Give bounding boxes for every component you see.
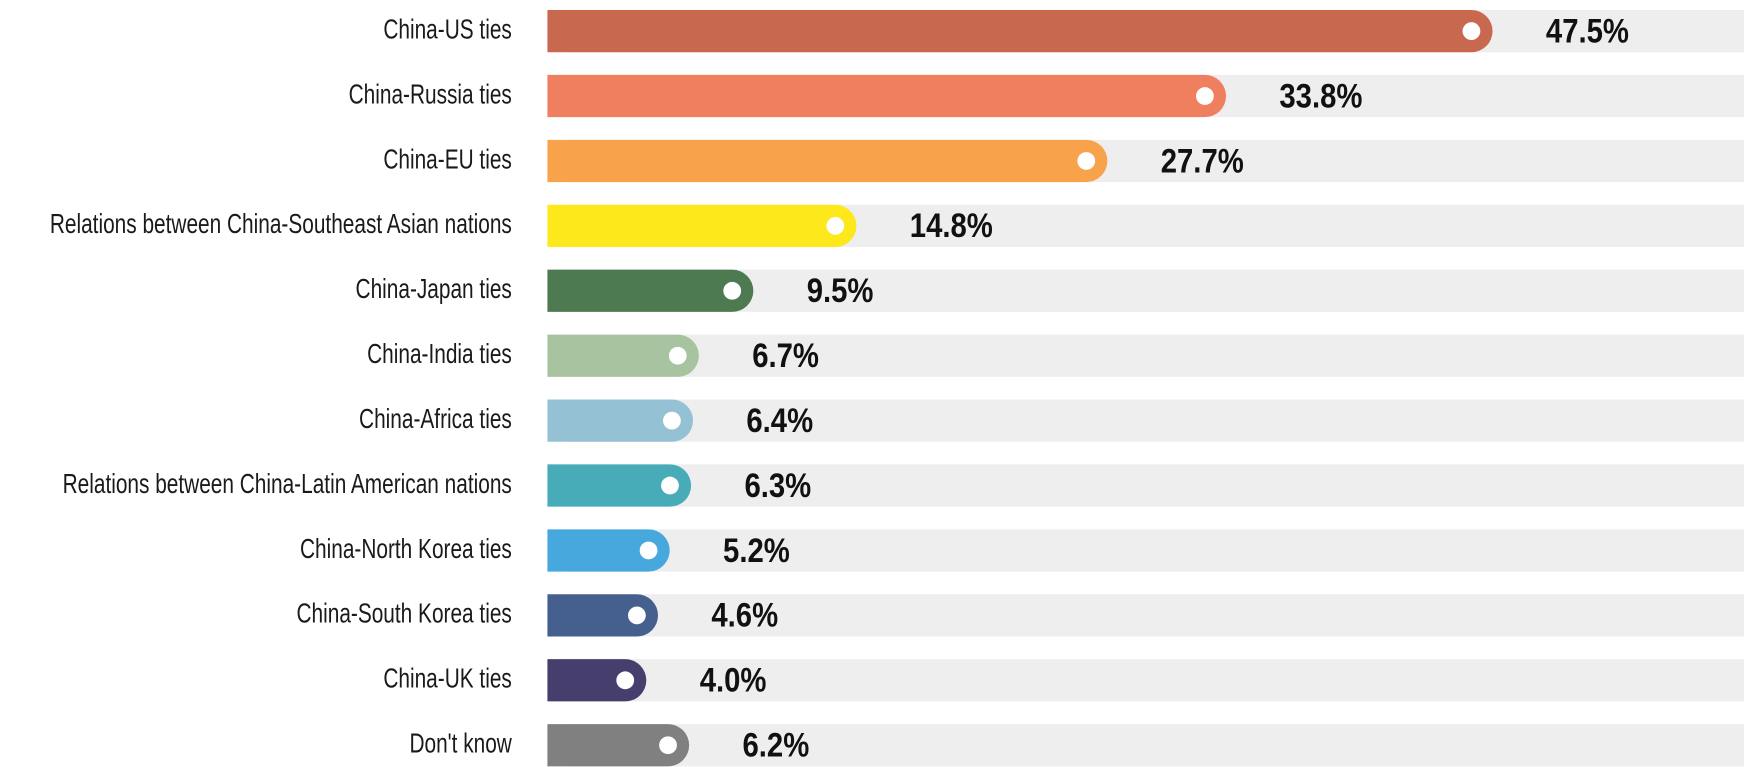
- bar-end-dot: [663, 411, 681, 430]
- bar-track: [547, 659, 1744, 702]
- value-label: 6.3%: [744, 466, 811, 505]
- category-label: China-UK ties: [383, 664, 511, 695]
- bar-end-dot: [616, 671, 635, 690]
- value-label: 4.0%: [700, 660, 767, 699]
- bar-end-dot: [1196, 87, 1214, 105]
- category-label: Don't know: [409, 729, 512, 760]
- value-label-group: 33.8%: [1279, 76, 1362, 115]
- bar: [547, 724, 690, 767]
- value-label-group: 4.6%: [711, 595, 778, 634]
- category-label-group: China-Russia ties: [349, 80, 512, 111]
- value-label: 9.5%: [807, 271, 874, 310]
- category-label-group: China-Africa ties: [359, 404, 512, 435]
- bar: [547, 464, 692, 507]
- bar-end-dot: [723, 281, 742, 300]
- bar: [547, 529, 670, 572]
- bar: [547, 594, 659, 637]
- bar-track: [547, 529, 1744, 572]
- value-label-group: 4.0%: [700, 660, 767, 699]
- bar-track: [547, 724, 1744, 767]
- category-label: China-Japan ties: [356, 274, 512, 305]
- value-label-group: 6.7%: [752, 336, 819, 375]
- bar-end-dot: [1077, 152, 1096, 170]
- category-label: China-Africa ties: [359, 404, 512, 435]
- bar-track: [547, 269, 1744, 312]
- bar: [547, 659, 647, 702]
- value-label: 4.6%: [711, 595, 778, 634]
- category-label-group: Relations between China-Latin American n…: [63, 469, 512, 500]
- bar-track: [547, 399, 1744, 442]
- bar-track: [547, 334, 1744, 377]
- category-label-group: Relations between China-Southeast Asian …: [50, 209, 512, 240]
- category-label: China-South Korea ties: [296, 599, 511, 630]
- value-label-group: 6.4%: [746, 401, 813, 440]
- value-label-group: 47.5%: [1546, 11, 1629, 50]
- category-label: China-India ties: [367, 339, 512, 370]
- value-label: 6.4%: [746, 401, 813, 440]
- bar-end-dot: [628, 606, 646, 625]
- value-label-group: 14.8%: [910, 206, 993, 245]
- bar: [547, 334, 699, 377]
- category-label-group: China-UK ties: [383, 664, 511, 695]
- bar-track: [547, 464, 1744, 507]
- category-label-group: China-US ties: [383, 15, 511, 46]
- value-label-group: 27.7%: [1161, 141, 1244, 180]
- value-label-group: 5.2%: [723, 531, 790, 570]
- bar-end-dot: [639, 541, 658, 560]
- category-label: China-North Korea ties: [300, 534, 512, 565]
- bar-end-dot: [659, 736, 677, 755]
- category-label-group: China-South Korea ties: [296, 599, 511, 630]
- bar: [547, 139, 1108, 183]
- category-label: China-US ties: [383, 15, 511, 46]
- category-label: China-EU ties: [383, 145, 511, 176]
- value-label: 14.8%: [910, 206, 993, 245]
- value-label-group: 6.2%: [742, 725, 809, 764]
- bar: [547, 399, 694, 442]
- bar: [547, 269, 754, 312]
- value-label: 47.5%: [1546, 11, 1629, 50]
- value-label: 27.7%: [1161, 141, 1244, 180]
- bar: [547, 204, 857, 247]
- category-label: Relations between China-Latin American n…: [63, 469, 512, 500]
- bar: [547, 74, 1227, 118]
- category-label: Relations between China-Southeast Asian …: [50, 209, 512, 240]
- bar-track: [547, 594, 1744, 637]
- category-label-group: China-EU ties: [383, 145, 511, 176]
- bar-end-dot: [1462, 22, 1481, 41]
- value-label: 6.7%: [752, 336, 819, 375]
- bar-end-dot: [826, 216, 845, 235]
- category-label: China-Russia ties: [349, 80, 512, 111]
- category-label-group: China-India ties: [367, 339, 512, 370]
- category-label-group: China-North Korea ties: [300, 534, 512, 565]
- value-label-group: 9.5%: [807, 271, 874, 310]
- bar: [547, 10, 1493, 53]
- bar-end-dot: [668, 346, 687, 365]
- category-label-group: Don't know: [409, 729, 512, 760]
- value-label-group: 6.3%: [744, 466, 811, 505]
- value-label: 5.2%: [723, 531, 790, 570]
- bar-end-dot: [661, 476, 679, 495]
- category-label-group: China-Japan ties: [356, 274, 512, 305]
- value-label: 33.8%: [1279, 76, 1362, 115]
- value-label: 6.2%: [742, 725, 809, 764]
